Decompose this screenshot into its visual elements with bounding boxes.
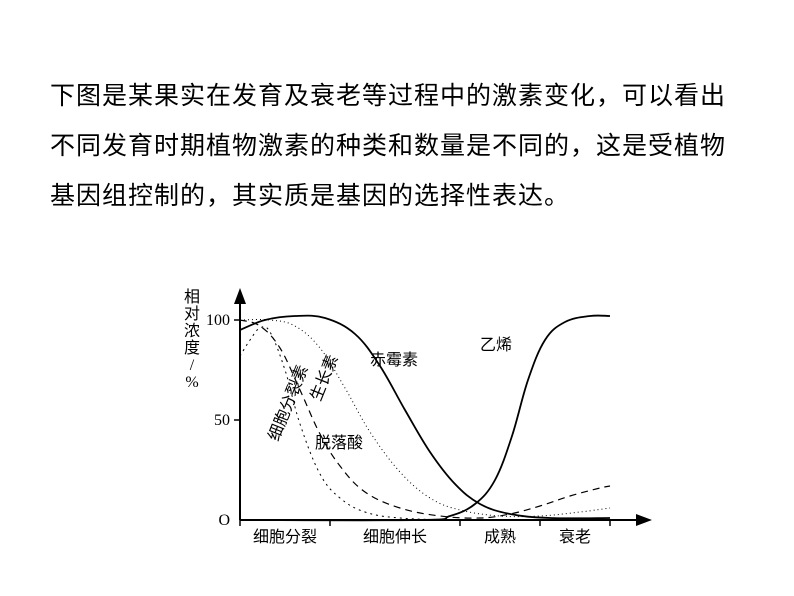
series-label: 乙烯: [480, 336, 512, 354]
svg-text:生长素: 生长素: [307, 352, 342, 403]
series-乙烯: [240, 316, 610, 521]
hormone-chart: O 50 100 相对浓度/% 细胞分裂 细胞伸长 成熟 衰老 细胞分裂素脱落酸 生长素 赤霉素 乙烯: [170, 270, 680, 580]
y-tick-label: 50: [214, 412, 230, 429]
y-tick-label: O: [218, 512, 230, 529]
svg-text:细胞分裂素: 细胞分裂素: [265, 363, 312, 444]
chart-svg: O 50 100 相对浓度/% 细胞分裂 细胞伸长 成熟 衰老 细胞分裂素脱落酸 生长素 赤霉素 乙烯: [170, 270, 680, 580]
series-label: 脱落酸: [315, 434, 363, 452]
x-stage-label: 细胞伸长: [363, 528, 427, 546]
series-label: 赤霉素: [370, 351, 418, 369]
series-label: 细胞分裂素: [265, 363, 312, 444]
page-root: { "description": { "text": "下图是某果实在发育及衰老…: [0, 0, 794, 596]
y-axis-label-char: 浓: [184, 322, 200, 340]
x-stage-label: 细胞分裂: [253, 528, 317, 546]
series-细胞分裂素: [240, 327, 610, 521]
series-脱落酸: [240, 320, 610, 518]
y-tick-label: 100: [206, 312, 230, 329]
series-赤霉素: [240, 316, 610, 519]
series-生长素: [240, 320, 610, 517]
y-axis-label-char: %: [185, 374, 198, 391]
series-label: 生长素: [307, 352, 342, 403]
description-text: 下图是某果实在发育及衰老等过程中的激素变化，可以看出不同发育时期植物激素的种类和…: [50, 72, 744, 222]
y-axis-label-char: 度: [184, 339, 200, 357]
y-axis-label-char: /: [190, 357, 195, 374]
x-stage-label: 衰老: [559, 528, 591, 546]
y-axis-label-char: 相: [184, 288, 200, 306]
x-stage-label: 成熟: [484, 528, 516, 546]
y-axis-label-char: 对: [184, 305, 200, 323]
